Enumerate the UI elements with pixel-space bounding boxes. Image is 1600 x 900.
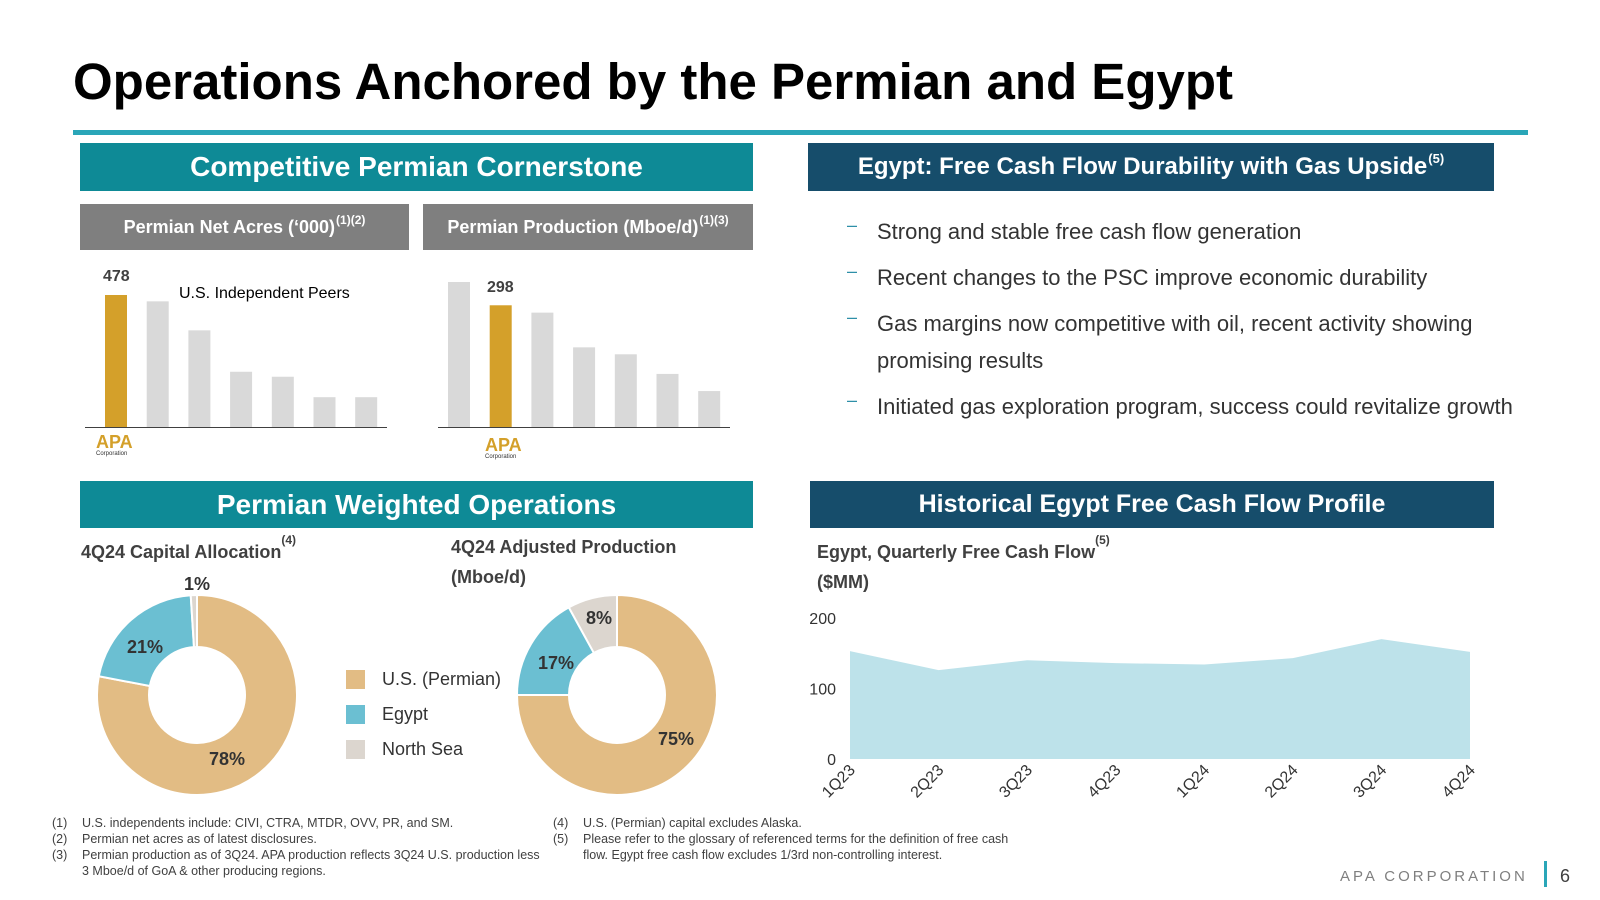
apa-bar: [489, 305, 512, 427]
donut-slice-egypt: [97, 594, 196, 688]
apa-logo: APA Corporation: [96, 432, 133, 457]
apa-bar: [105, 295, 127, 427]
footnotes-left: (1) U.S. independents include: CIVI, CTRA…: [52, 815, 542, 879]
fcf-section-header: Historical Egypt Free Cash Flow Profile: [810, 481, 1494, 528]
legend-swatch: [346, 705, 365, 724]
peer-bar: [614, 354, 637, 427]
dash-icon: –: [847, 261, 858, 281]
production-pie-title: 4Q24 Adjusted Production (Mboe/d): [451, 537, 677, 587]
x-tick-label: 3Q23: [996, 762, 1036, 802]
capital-chart-title: 4Q24 Capital Allocation(4): [81, 533, 297, 562]
peers-label: U.S. Independent Peers: [179, 285, 350, 302]
x-tick-label: 1Q24: [1173, 762, 1213, 802]
brand-wordmark: APA CORPORATION: [1340, 868, 1528, 885]
donut-slice-permian: [515, 593, 718, 796]
legend-item-permian: U.S. (Permian): [346, 662, 501, 697]
dash-icon: –: [847, 390, 858, 410]
peer-bar: [146, 301, 169, 427]
production-subheader-label: Permian Production (Mboe/d): [447, 216, 699, 237]
fcf-area: [850, 639, 1470, 759]
peer-bar: [313, 397, 336, 427]
bullet-item: – Gas margins now competitive with oil, r…: [847, 305, 1537, 379]
capital-donut-chart: 78% 21% 1%: [96, 574, 298, 796]
x-tick-label: 2Q23: [908, 762, 948, 802]
footnote: (1) U.S. independents include: CIVI, CTRA…: [52, 816, 454, 830]
x-tick-label: 1Q23: [819, 762, 859, 802]
page-title: Operations Anchored by the Permian and E…: [73, 53, 1233, 110]
production-highlight-label: 298: [487, 279, 514, 296]
acres-subheader-label: Permian Net Acres (‘000): [123, 216, 336, 237]
production-bar-chart: [438, 282, 730, 428]
egypt-bullet-list: – Strong and stable free cash flow genera…: [847, 213, 1537, 434]
donut-slice-north-sea: [567, 593, 618, 655]
peer-bar: [698, 391, 721, 427]
pie-legend: U.S. (Permian) Egypt North Sea: [346, 662, 501, 767]
legend-swatch: [346, 740, 365, 759]
fcf-section-title: Historical Egypt Free Cash Flow Profile: [918, 490, 1386, 518]
y-tick-label: 100: [809, 682, 836, 699]
fcf-chart-title: Egypt, Quarterly Free Cash Flow(5) ($MM): [817, 533, 1110, 592]
footnotes-right: (4) U.S. (Permian) capital excludes Alask…: [553, 815, 1033, 863]
footnote: (5) Please refer to the glossary of refer…: [553, 832, 1009, 862]
peer-bar: [656, 373, 679, 427]
donut-value-label: 21%: [127, 637, 163, 657]
egypt-section-title: Egypt: Free Cash Flow Durability with Ga…: [857, 153, 1428, 180]
bullet-item: – Initiated gas exploration program, succ…: [847, 388, 1537, 425]
peer-bar: [573, 347, 596, 427]
bullet-item: – Recent changes to the PSC improve econo…: [847, 259, 1537, 296]
legend-item-egypt: Egypt: [346, 697, 501, 732]
acres-subheader: Permian Net Acres (‘000) (1)(2): [80, 204, 409, 250]
permian-section-header: Competitive Permian Cornerstone: [80, 143, 753, 191]
legend-item-north-sea: North Sea: [346, 732, 501, 767]
footnote: (2) Permian net acres as of latest disclo…: [52, 832, 317, 846]
y-tick-label: 200: [809, 611, 836, 628]
dash-icon: –: [847, 307, 858, 327]
apa-logo: APA Corporation: [485, 435, 522, 460]
peer-bar: [448, 282, 470, 427]
operations-section-title: Permian Weighted Operations: [216, 488, 617, 520]
bullet-item: – Strong and stable free cash flow genera…: [847, 213, 1537, 250]
peer-bar: [531, 312, 554, 427]
title-rule: [73, 130, 1528, 135]
fcf-area-chart: 0 100 200 1Q23 2Q23 3Q23 4Q23 1Q24 2Q24 3Q24 4Q24: [809, 611, 1479, 802]
donut-value-label: 8%: [586, 608, 612, 628]
egypt-section-footnote-ref: (5): [1428, 150, 1445, 166]
production-subheader: Permian Production (Mboe/d) (1)(3): [423, 204, 753, 250]
footnote: (4) U.S. (Permian) capital excludes Alask…: [553, 816, 802, 830]
legend-swatch: [346, 670, 365, 689]
donut-value-label: 17%: [538, 653, 574, 673]
donut-value-label: 75%: [658, 729, 694, 749]
page-number: 6: [1560, 866, 1571, 886]
acres-bar-chart: [85, 295, 387, 428]
donut-slice-permian: [96, 593, 298, 796]
acres-highlight-label: 478: [103, 268, 130, 285]
x-tick-label: 2Q24: [1262, 762, 1302, 802]
donut-value-label: 78%: [209, 749, 245, 769]
permian-section-title: Competitive Permian Cornerstone: [190, 151, 643, 182]
production-donut-chart: 75% 17% 8%: [515, 593, 718, 796]
x-tick-label: 3Q24: [1351, 762, 1391, 802]
egypt-section-header: Egypt: Free Cash Flow Durability with Ga…: [808, 143, 1494, 191]
x-tick-label: 4Q23: [1085, 762, 1125, 802]
y-tick-label: 0: [827, 752, 836, 769]
production-footnote-ref: (1)(3): [699, 213, 729, 227]
peer-bar: [230, 371, 253, 427]
peer-bar: [271, 376, 294, 427]
acres-footnote-ref: (1)(2): [336, 213, 366, 227]
brand-divider: [1544, 861, 1547, 887]
peer-bar: [355, 397, 378, 427]
peer-bar: [188, 330, 211, 427]
x-tick-label: 4Q24: [1439, 762, 1479, 802]
dash-icon: –: [847, 215, 858, 235]
donut-slice-north-sea: [189, 593, 198, 649]
operations-section-header: Permian Weighted Operations: [80, 481, 753, 528]
footnote: (3) Permian production as of 3Q24. APA pr…: [52, 848, 540, 878]
donut-value-label: 1%: [184, 574, 210, 594]
